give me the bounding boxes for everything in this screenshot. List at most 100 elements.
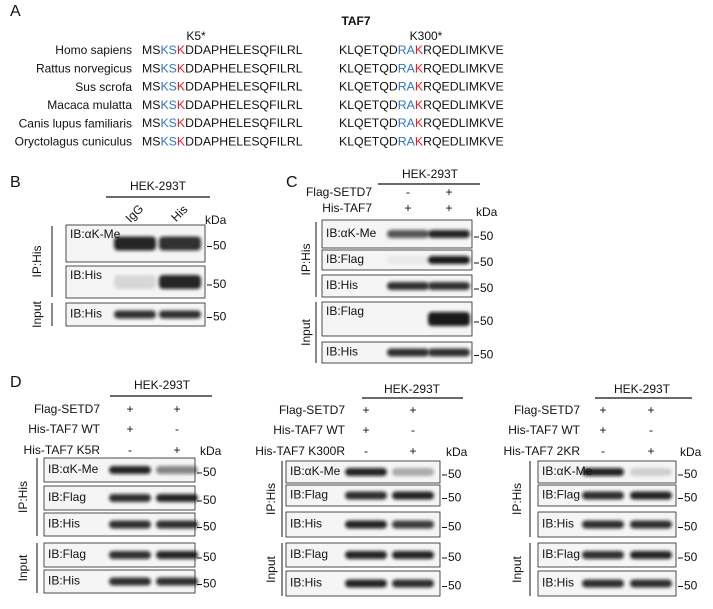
sequence-segment: RA — [398, 135, 416, 149]
blot-label: IB:Flag — [326, 304, 364, 318]
blot-label: IB:His — [542, 576, 574, 590]
blot-label: IB:His — [326, 278, 358, 292]
species-name: Macaca mulatta — [47, 98, 132, 112]
condition-sign: + — [173, 402, 180, 416]
marker-label: 50 — [480, 229, 494, 243]
band — [582, 491, 624, 500]
marker-label: 50 — [448, 579, 462, 593]
blot-label: IB:His — [48, 517, 80, 531]
marker-label: 50 — [448, 491, 462, 505]
marker-label: 50 — [684, 579, 698, 593]
condition-sign: + — [126, 422, 133, 436]
band — [392, 520, 434, 529]
band — [345, 579, 387, 588]
band — [114, 310, 156, 319]
blot-label: IB:αK-Me — [542, 464, 593, 478]
condition-sign: + — [409, 403, 416, 417]
blot-label: IB:Flag — [542, 547, 580, 561]
band — [156, 494, 198, 502]
group-label: Input — [16, 554, 30, 581]
group-label: IP:His — [30, 245, 44, 277]
gene-title: TAF7 — [341, 14, 370, 28]
band — [428, 230, 470, 238]
sequence: KLQETQDRAKRQEDLIMKVE — [339, 135, 504, 149]
sequence-segment: KLQETQD — [339, 135, 398, 149]
condition-sign: + — [173, 443, 180, 457]
sequence-segment: K — [177, 135, 186, 149]
sequence-segment: MS — [142, 80, 160, 94]
marker-label: 50 — [684, 550, 698, 564]
sequence-segment: K — [177, 98, 186, 112]
condition-sign: + — [362, 423, 369, 437]
blot-label: IB:His — [70, 307, 102, 321]
band — [392, 579, 434, 588]
marker-label: 50 — [448, 520, 462, 534]
condition-sign: + — [362, 403, 369, 417]
species-name: Sus scrofa — [75, 80, 132, 94]
band — [156, 551, 198, 559]
sequence-segment: RQEDLIMKVE — [423, 98, 504, 112]
sequence-segment: KLQETQD — [339, 98, 398, 112]
marker-label: 50 — [213, 239, 227, 253]
condition-name: His-TAF7 — [322, 201, 372, 215]
band — [392, 468, 434, 476]
band — [387, 256, 429, 264]
sequence-segment: KLQETQD — [339, 116, 398, 130]
condition-name: His-TAF7 WT — [28, 422, 100, 436]
site-label: K300* — [410, 29, 443, 43]
condition-name: His-TAF7 K300R — [255, 444, 345, 458]
sequence: MSKSKDDAPHELESQFILRL — [142, 98, 303, 112]
marker-label: 50 — [203, 465, 217, 479]
sequence-segment: RQEDLIMKVE — [423, 43, 504, 57]
site-label: K5* — [186, 29, 206, 43]
band — [114, 236, 156, 251]
cell-line: HEK-293T — [384, 382, 441, 396]
unit-label: kDa — [200, 444, 222, 458]
condition-name: His-TAF7 K5R — [24, 443, 101, 457]
band — [582, 520, 624, 529]
group-label: Input — [30, 300, 44, 327]
panel-label: D — [10, 374, 22, 391]
species-name: Canis lupus familiaris — [19, 116, 132, 130]
sequence-segment: RQEDLIMKVE — [423, 116, 504, 130]
group-label: Input — [264, 555, 278, 582]
sequence-segment: RA — [398, 43, 416, 57]
condition-sign: - — [128, 443, 132, 457]
sequence-segment: K — [415, 62, 424, 76]
group-label: IP:His — [264, 483, 278, 515]
sequence: KLQETQDRAKRQEDLIMKVE — [339, 116, 504, 130]
sequence-segment: KLQETQD — [339, 62, 398, 76]
blot-label: IB:His — [542, 517, 574, 531]
sequence: KLQETQDRAKRQEDLIMKVE — [339, 62, 504, 76]
band — [109, 551, 151, 559]
blot-label: IB:Flag — [326, 252, 364, 266]
condition-sign: - — [406, 185, 410, 199]
condition-sign: - — [601, 444, 605, 458]
condition-name: His-TAF7 2KR — [504, 444, 581, 458]
band — [582, 551, 624, 559]
sequence-segment: DDAPHELESQFILRL — [185, 135, 303, 149]
sequence-segment: K — [177, 116, 186, 130]
group-label: Input — [510, 555, 524, 582]
blot-label: IB:αK-Me — [48, 462, 99, 476]
band — [387, 282, 429, 290]
band — [428, 256, 470, 264]
blot-label: IB:His — [70, 268, 102, 282]
band — [114, 275, 156, 289]
sequence: KLQETQDRAKRQEDLIMKVE — [339, 43, 504, 57]
sequence-segment: RQEDLIMKVE — [423, 62, 504, 76]
sequence-segment: KLQETQD — [339, 80, 398, 94]
band — [159, 275, 201, 289]
marker-label: 50 — [203, 520, 217, 534]
band — [345, 491, 387, 500]
sequence-segment: RA — [398, 98, 416, 112]
species-name: Homo sapiens — [55, 43, 132, 57]
band — [159, 236, 201, 251]
marker-label: 50 — [684, 520, 698, 534]
band — [109, 466, 151, 474]
group-label: IP:His — [510, 483, 524, 515]
blot-label: IB:Flag — [290, 488, 328, 502]
unit-label: kDa — [680, 445, 702, 459]
sequence-segment: K — [177, 43, 186, 57]
blot-label: IB:αK-Me — [70, 227, 121, 241]
